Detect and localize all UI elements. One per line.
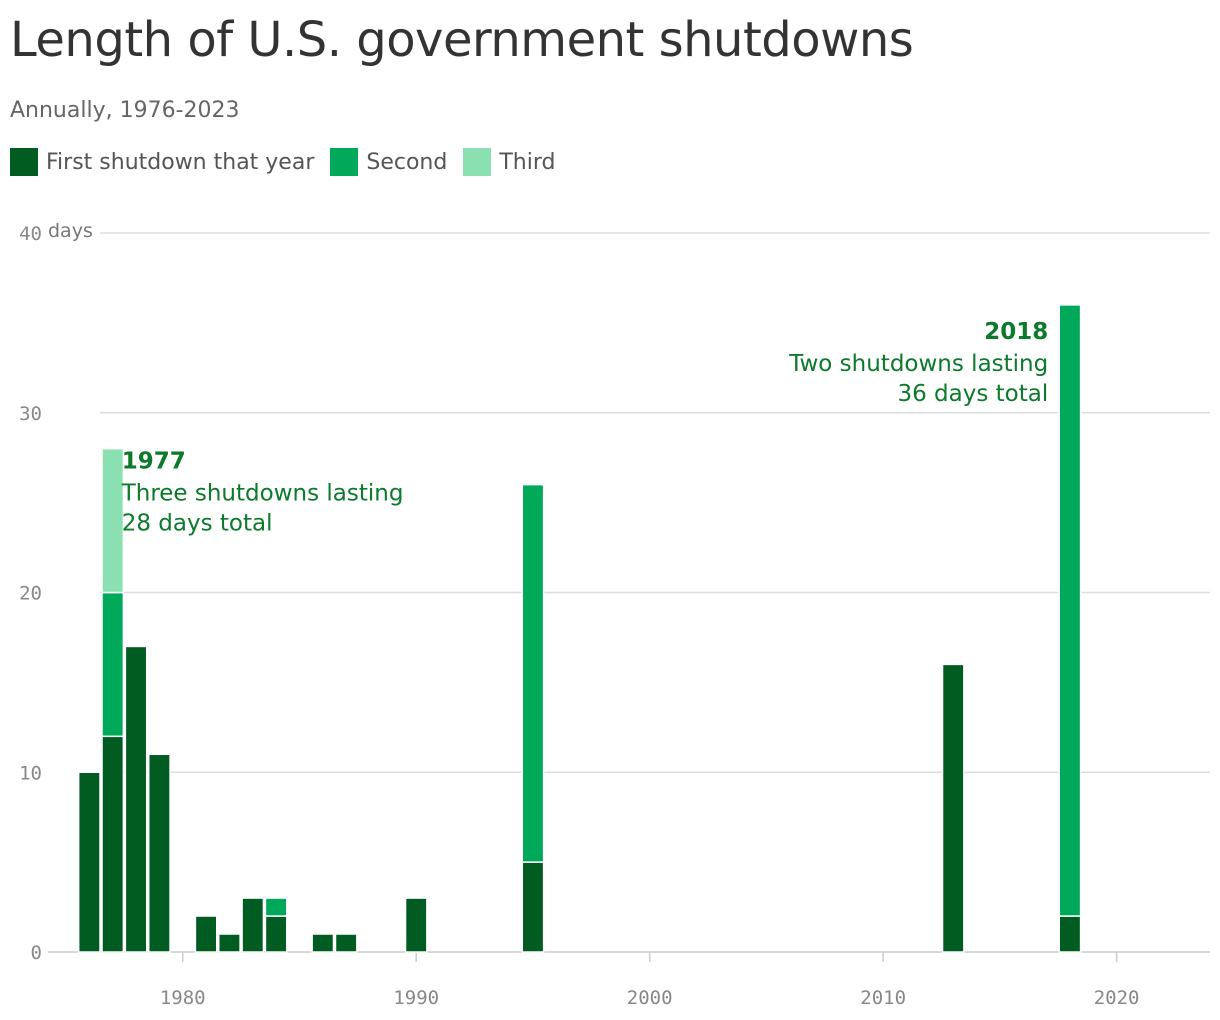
- annotation-1977-line-1: Three shutdowns lasting: [121, 481, 404, 507]
- y-tick-label-30: 30: [19, 403, 42, 425]
- annotation-2018-year: 2018: [984, 319, 1048, 345]
- y-tick-label-10: 10: [19, 762, 42, 784]
- bar-first-shutdown-that-year-1981: [194, 915, 218, 953]
- annotation-2018-line-1: Two shutdowns lasting: [788, 351, 1048, 377]
- x-tick-label-2000: 2000: [627, 987, 673, 1009]
- legend-swatch-third: [463, 148, 492, 176]
- bar-second-1977: [101, 591, 125, 738]
- legend-swatch-second: [330, 148, 359, 176]
- bar-first-shutdown-that-year-1995: [521, 861, 545, 953]
- bar-first-shutdown-that-year-2018: [1058, 915, 1082, 953]
- legend-item-third: Third: [463, 148, 555, 176]
- x-tick-label-2020: 2020: [1094, 987, 1140, 1009]
- bar-first-shutdown-that-year-1979: [147, 753, 171, 953]
- x-tick-label-1990: 1990: [393, 987, 439, 1009]
- legend-swatch-first: [10, 148, 38, 176]
- bar-second-1995: [521, 483, 545, 863]
- annotation-2018-line-2: 36 days total: [897, 381, 1048, 407]
- legend-label-first: First shutdown that year: [46, 149, 315, 175]
- legend: First shutdown that year Second Third: [10, 148, 571, 176]
- bar-second-1984: [264, 897, 288, 917]
- bar-first-shutdown-that-year-1978: [124, 645, 148, 953]
- legend-item-second: Second: [330, 148, 447, 176]
- bar-first-shutdown-that-year-1982: [218, 933, 241, 953]
- bar-first-shutdown-that-year-1976: [77, 771, 101, 953]
- legend-label-third: Third: [499, 149, 556, 175]
- bar-first-shutdown-that-year-1977: [101, 735, 125, 953]
- chart-subtitle: Annually, 1976-2023: [10, 98, 240, 123]
- y-tick-label-20: 20: [19, 583, 42, 605]
- bar-first-shutdown-that-year-1987: [334, 933, 358, 953]
- annotation-1977-year: 1977: [122, 449, 186, 475]
- chart-title: Length of U.S. government shutdowns: [10, 12, 914, 68]
- x-tick-label-1980: 1980: [160, 987, 206, 1009]
- y-unit-label: days: [48, 220, 93, 242]
- bar-first-shutdown-that-year-1986: [311, 933, 335, 953]
- legend-item-first: First shutdown that year: [10, 148, 314, 176]
- bar-third-1977: [101, 447, 125, 594]
- bar-first-shutdown-that-year-1983: [241, 897, 265, 953]
- x-tick-label-2010: 2010: [860, 987, 906, 1009]
- legend-label-second: Second: [366, 149, 448, 175]
- bar-first-shutdown-that-year-1990: [404, 897, 428, 953]
- bar-first-shutdown-that-year-1984: [264, 915, 288, 953]
- bar-first-shutdown-that-year-2013: [941, 663, 965, 953]
- y-tick-label-40: 40: [19, 223, 42, 245]
- annotation-1977-line-2: 28 days total: [122, 511, 273, 537]
- y-tick-label-0: 0: [31, 942, 42, 964]
- bar-second-2018: [1058, 304, 1082, 917]
